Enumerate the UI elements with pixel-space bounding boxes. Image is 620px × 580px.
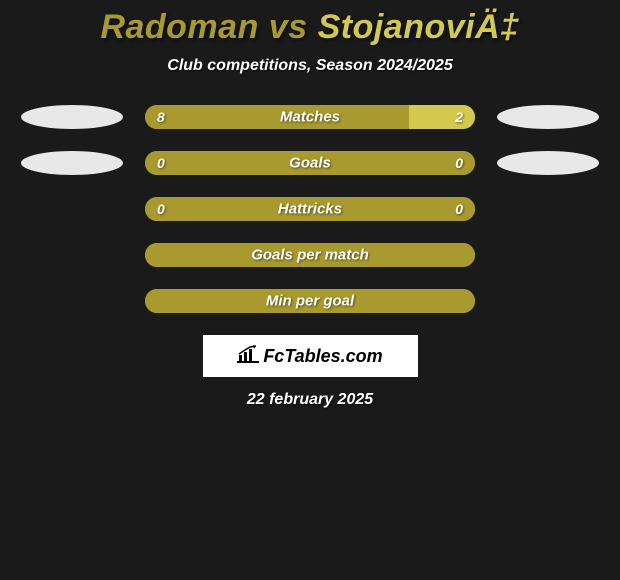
spacer: [21, 243, 123, 267]
date-label: 22 february 2025: [0, 391, 620, 409]
stat-bar: 82Matches: [145, 105, 475, 129]
bar-segment-left: [145, 197, 475, 221]
page-title: Radoman vs StojanoviÄ‡: [0, 8, 620, 47]
logo-text: FcTables.com: [263, 346, 382, 367]
comparison-card: Radoman vs StojanoviÄ‡ Club competitions…: [0, 0, 620, 409]
player1-badge: [21, 151, 123, 175]
stat-row: Min per goal: [0, 289, 620, 313]
subtitle: Club competitions, Season 2024/2025: [0, 57, 620, 75]
value-right: 0: [455, 201, 463, 217]
stat-row: 82Matches: [0, 105, 620, 129]
spacer: [21, 289, 123, 313]
stat-rows: 82Matches00Goals00HattricksGoals per mat…: [0, 105, 620, 313]
player2-name: StojanoviÄ‡: [318, 8, 520, 46]
player1-badge: [21, 105, 123, 129]
value-left: 0: [157, 155, 165, 171]
logo-box: FcTables.com: [203, 335, 418, 377]
bar-segment-left: [145, 243, 475, 267]
spacer: [497, 243, 599, 267]
value-left: 0: [157, 201, 165, 217]
stat-bar: Min per goal: [145, 289, 475, 313]
value-left: 8: [157, 109, 165, 125]
stat-bar: Goals per match: [145, 243, 475, 267]
stat-row: 00Goals: [0, 151, 620, 175]
stat-bar: 00Hattricks: [145, 197, 475, 221]
logo: FcTables.com: [237, 345, 382, 368]
stat-row: 00Hattricks: [0, 197, 620, 221]
spacer: [497, 197, 599, 221]
spacer: [497, 289, 599, 313]
vs-text: vs: [259, 8, 318, 46]
value-right: 0: [455, 155, 463, 171]
spacer: [21, 197, 123, 221]
bar-segment-right: [409, 105, 475, 129]
bar-segment-left: [145, 151, 475, 175]
player2-badge: [497, 105, 599, 129]
chart-icon: [237, 345, 259, 368]
player2-badge: [497, 151, 599, 175]
stat-bar: 00Goals: [145, 151, 475, 175]
value-right: 2: [455, 109, 463, 125]
bar-segment-left: [145, 105, 409, 129]
player1-name: Radoman: [100, 8, 258, 46]
bar-segment-left: [145, 289, 475, 313]
stat-row: Goals per match: [0, 243, 620, 267]
